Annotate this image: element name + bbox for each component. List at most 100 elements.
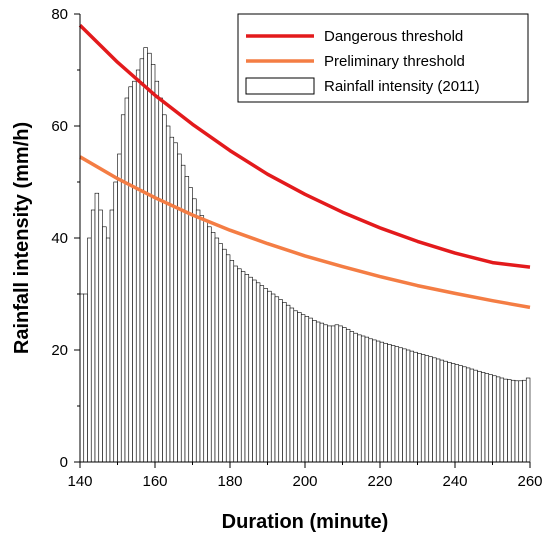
rainfall-bar bbox=[492, 375, 497, 463]
rainfall-bar bbox=[364, 336, 370, 463]
rainfall-bar bbox=[282, 302, 287, 463]
rainfall-bar bbox=[165, 125, 171, 463]
rainfall-bar bbox=[113, 181, 118, 463]
legend-label-preliminary-threshold: Preliminary threshold bbox=[324, 53, 465, 70]
rainfall-bar bbox=[83, 293, 88, 463]
rainfall-bar bbox=[105, 237, 111, 463]
rainfall-bar bbox=[192, 198, 197, 463]
rainfall-bar bbox=[195, 209, 201, 463]
rainfall-bar bbox=[304, 316, 310, 463]
rainfall-bar bbox=[177, 153, 182, 463]
rainfall-bar bbox=[173, 142, 178, 463]
rainfall-bar bbox=[124, 97, 130, 463]
rainfall-bar bbox=[507, 379, 512, 463]
rainfall-bar bbox=[510, 379, 516, 463]
rainfall-bar bbox=[274, 296, 280, 463]
rainfall-bar bbox=[207, 226, 212, 463]
rainfall-bar bbox=[342, 327, 347, 463]
rainfall-bar bbox=[353, 332, 358, 463]
rainfall-bar bbox=[450, 363, 456, 463]
rainfall-bar bbox=[372, 339, 377, 463]
rainfall-bar bbox=[349, 331, 355, 463]
rainfall-bar bbox=[518, 380, 523, 463]
rainfall-bar bbox=[330, 325, 336, 463]
rainfall-bar bbox=[480, 372, 486, 463]
rainfall-bar bbox=[402, 348, 407, 463]
rainfall-bar bbox=[465, 367, 471, 463]
rainfall-bar bbox=[390, 345, 396, 463]
rainfall-bar bbox=[334, 324, 340, 463]
x-axis-title: Duration (minute) bbox=[222, 511, 389, 533]
x-tick-label: 260 bbox=[517, 473, 542, 490]
rainfall-bar bbox=[357, 334, 362, 463]
rainfall-bar bbox=[469, 368, 475, 463]
rainfall-bar bbox=[169, 136, 175, 463]
rainfall-bar bbox=[409, 350, 415, 463]
rainfall-bar bbox=[368, 338, 373, 463]
rainfall-bar bbox=[184, 176, 190, 463]
axes: 140 160 180 200 220 240 260 0 20 40 60 80 bbox=[51, 6, 542, 490]
rainfall-bar bbox=[447, 362, 452, 463]
rainfall-bar bbox=[90, 209, 96, 463]
rainfall-bar bbox=[420, 354, 426, 463]
rainfall-bar bbox=[255, 282, 261, 463]
rainfall-bar bbox=[214, 237, 220, 463]
rainfall-bar bbox=[435, 358, 441, 463]
rainfall-bar bbox=[267, 290, 272, 463]
rainfall-bar bbox=[495, 376, 501, 463]
y-tick-label: 60 bbox=[51, 118, 68, 135]
rainfall-bar bbox=[229, 260, 235, 463]
rainfall-bar bbox=[162, 114, 167, 463]
rainfall-bar bbox=[462, 366, 467, 463]
rainfall-bar bbox=[225, 254, 231, 463]
rainfall-bar bbox=[128, 86, 133, 463]
rainfall-bar bbox=[289, 307, 295, 463]
rainfall-bar bbox=[150, 64, 156, 463]
legend-swatch-rainfall-intensity-(2011) bbox=[245, 77, 315, 95]
rainfall-bar bbox=[188, 187, 193, 463]
rainfall-bar bbox=[109, 209, 115, 463]
rainfall-bar bbox=[297, 312, 302, 463]
x-tick-label: 160 bbox=[142, 473, 167, 490]
preliminary-threshold-line bbox=[79, 155, 531, 310]
rainfall-bar bbox=[248, 276, 253, 463]
legend-label-rainfall-intensity-(2011): Rainfall intensity (2011) bbox=[324, 78, 480, 95]
rainfall-bar bbox=[525, 377, 531, 463]
x-tick-label: 200 bbox=[292, 473, 317, 490]
rainfall-bar bbox=[233, 265, 238, 463]
rainfall-bar bbox=[379, 341, 385, 463]
rainfall-bar bbox=[300, 314, 306, 463]
rainfall-bar bbox=[484, 373, 490, 463]
rainfall-bar bbox=[473, 369, 478, 463]
rainfall-bar bbox=[375, 340, 381, 463]
rainfall-bar bbox=[499, 377, 505, 463]
rainfall-bar bbox=[94, 192, 100, 463]
rainfall-bar bbox=[432, 357, 437, 463]
rainfall-bar bbox=[338, 325, 343, 463]
rainfall-bar bbox=[143, 47, 148, 463]
rainfall-bar bbox=[312, 320, 317, 463]
rainfall-bar bbox=[405, 349, 411, 463]
rainfall-bars bbox=[79, 47, 531, 463]
rainfall-bar bbox=[270, 293, 276, 463]
rainfall-bar bbox=[315, 321, 321, 463]
rainfall-bar bbox=[514, 380, 520, 463]
rainfall-bar bbox=[154, 80, 160, 463]
rainfall-bar bbox=[135, 69, 141, 463]
rainfall-bar bbox=[87, 237, 92, 463]
rainfall-bar bbox=[117, 153, 122, 463]
rainfall-bar bbox=[360, 335, 366, 463]
x-tick-label: 220 bbox=[367, 473, 392, 490]
rainfall-bar bbox=[503, 378, 508, 463]
rainfall-bar bbox=[158, 97, 163, 463]
rainfall-bar bbox=[218, 243, 223, 463]
rainfall-bar bbox=[428, 356, 433, 463]
rainfall-bar bbox=[203, 220, 208, 463]
y-tick-label: 40 bbox=[51, 230, 68, 247]
rainfall-bar bbox=[394, 346, 400, 463]
rainfall-bar bbox=[413, 351, 418, 463]
rainfall-bar bbox=[387, 344, 392, 463]
rainfall-bar bbox=[323, 324, 328, 463]
rainfall-bar bbox=[293, 310, 298, 463]
